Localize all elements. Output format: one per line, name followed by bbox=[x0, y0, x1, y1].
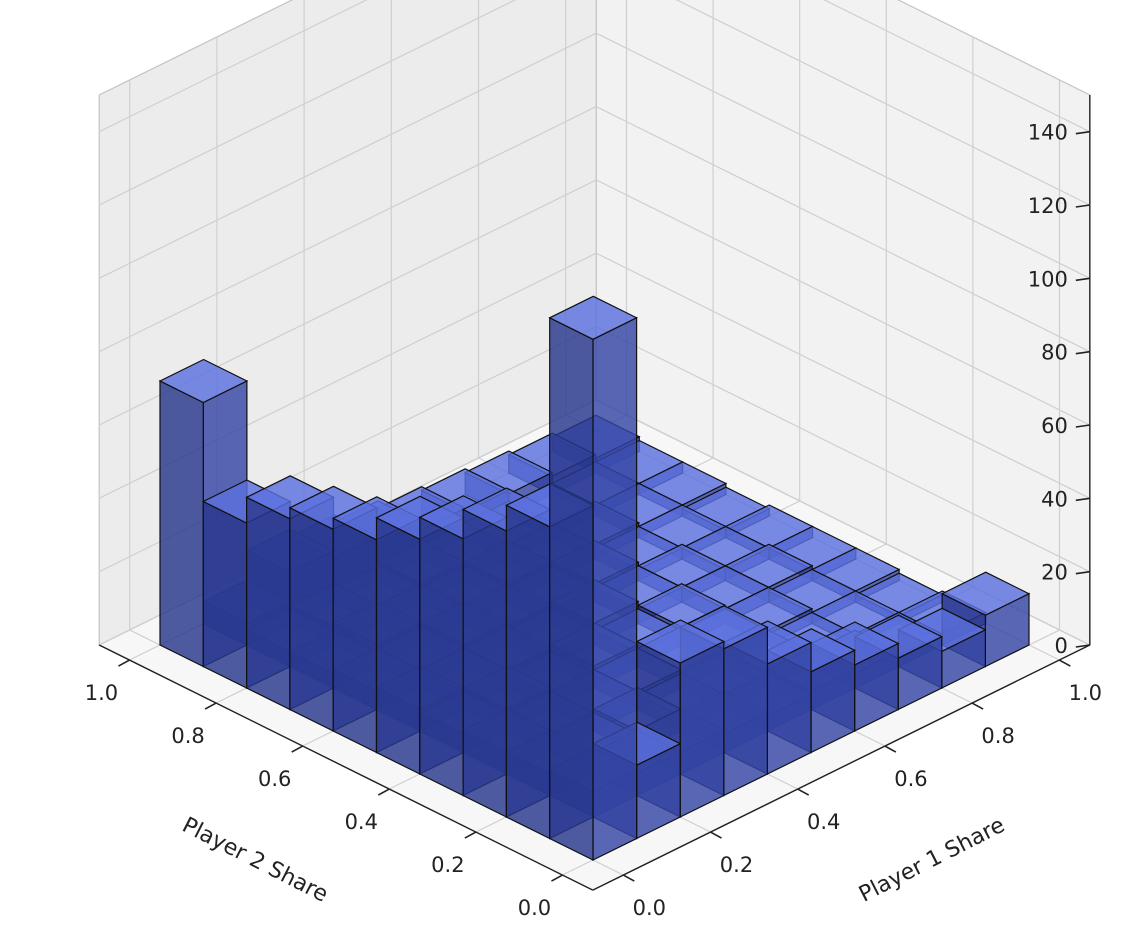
y-tick-label: 1.0 bbox=[85, 681, 118, 705]
tick-labels: 0 20 40 60 80 100 120 140 0.0 0.2 0.4 0.6 0.8 1.0 0.0 0… bbox=[85, 121, 1102, 920]
x-tick-mark bbox=[797, 788, 810, 796]
y-tick-mark bbox=[291, 745, 304, 753]
x-axis-line bbox=[592, 644, 1091, 891]
x-tick-label: 0.4 bbox=[807, 810, 840, 834]
bar-face-side bbox=[289, 506, 334, 732]
y-tick-label: 0.6 bbox=[258, 767, 291, 791]
z-tick-mark bbox=[1075, 570, 1090, 575]
z-tick-mark bbox=[1075, 350, 1090, 355]
x-tick-mark bbox=[710, 831, 722, 839]
x-tick-mark bbox=[884, 745, 897, 753]
x-tick-label: 0.8 bbox=[981, 724, 1014, 748]
bar-face-side bbox=[246, 496, 291, 711]
z-tick-label: 40 bbox=[1041, 487, 1068, 511]
bar-face-front bbox=[766, 641, 812, 775]
bar-0-0 bbox=[548, 295, 638, 861]
bar-face-front bbox=[679, 640, 725, 818]
y-tick-mark bbox=[377, 788, 390, 796]
x-tick-mark bbox=[622, 874, 635, 882]
bar-face-top bbox=[548, 295, 638, 340]
z-tick-label: 120 bbox=[1028, 194, 1068, 218]
bar-face-side bbox=[505, 504, 551, 840]
bars bbox=[158, 295, 1031, 861]
z-tick-label: 80 bbox=[1041, 341, 1068, 365]
bar-face-front bbox=[592, 316, 638, 861]
y-tick-mark bbox=[204, 702, 217, 710]
z-grid-line bbox=[98, 252, 1091, 499]
z-grid-line bbox=[98, 105, 1091, 353]
y-tick-mark bbox=[551, 874, 563, 882]
bar-face-side bbox=[462, 508, 507, 818]
z-grid-line bbox=[98, 179, 1091, 426]
bar-face-top bbox=[158, 358, 249, 404]
z-tick-label: 140 bbox=[1028, 121, 1068, 145]
z-tick-label: 60 bbox=[1041, 414, 1068, 438]
y-tick-label: 0.2 bbox=[431, 853, 464, 877]
z-tick-label: 0 bbox=[1054, 634, 1067, 658]
z-tick-mark bbox=[1075, 497, 1090, 502]
y-tick-mark bbox=[464, 831, 477, 839]
bar-face-front bbox=[723, 626, 769, 797]
z-grid-line bbox=[98, 0, 1091, 206]
x-axis-label: Player 1 Share bbox=[855, 813, 1009, 908]
bar-face-side bbox=[202, 500, 248, 689]
y-axis-line bbox=[98, 644, 594, 891]
x-tick-mark bbox=[1058, 659, 1071, 667]
z-tick-label: 20 bbox=[1041, 561, 1068, 585]
y-tick-label: 0.8 bbox=[171, 724, 204, 748]
bar-face-top bbox=[635, 619, 726, 664]
axes bbox=[98, 95, 1091, 891]
y-tick-label: 0.4 bbox=[345, 810, 378, 834]
bar-face-top bbox=[940, 571, 1031, 616]
x-tick-label: 0.2 bbox=[720, 853, 753, 877]
bar-face-side bbox=[332, 517, 378, 754]
x-tick-label: 1.0 bbox=[1069, 681, 1102, 705]
x-tick-label: 0.6 bbox=[894, 767, 927, 791]
y-axis-label: Player 2 Share bbox=[178, 813, 332, 908]
bar-face-side bbox=[419, 516, 464, 797]
z-tick-mark bbox=[1075, 277, 1090, 282]
z-tick-mark bbox=[1075, 204, 1090, 208]
z-grid-line bbox=[98, 32, 1091, 279]
z-tick-mark bbox=[1075, 130, 1090, 135]
y-tick-mark bbox=[118, 659, 130, 667]
bar-face-side bbox=[549, 316, 594, 861]
x-tick-mark bbox=[971, 702, 984, 710]
y-tick-label: 0.0 bbox=[518, 896, 551, 920]
z-grid-line bbox=[98, 0, 1091, 133]
z-tick-mark bbox=[1075, 644, 1090, 648]
x-tick-label: 0.0 bbox=[633, 896, 666, 920]
bar-face-side bbox=[375, 516, 421, 775]
z-tick-label: 100 bbox=[1028, 267, 1068, 291]
z-tick-mark bbox=[1075, 424, 1090, 428]
bar-face-side bbox=[159, 380, 204, 668]
